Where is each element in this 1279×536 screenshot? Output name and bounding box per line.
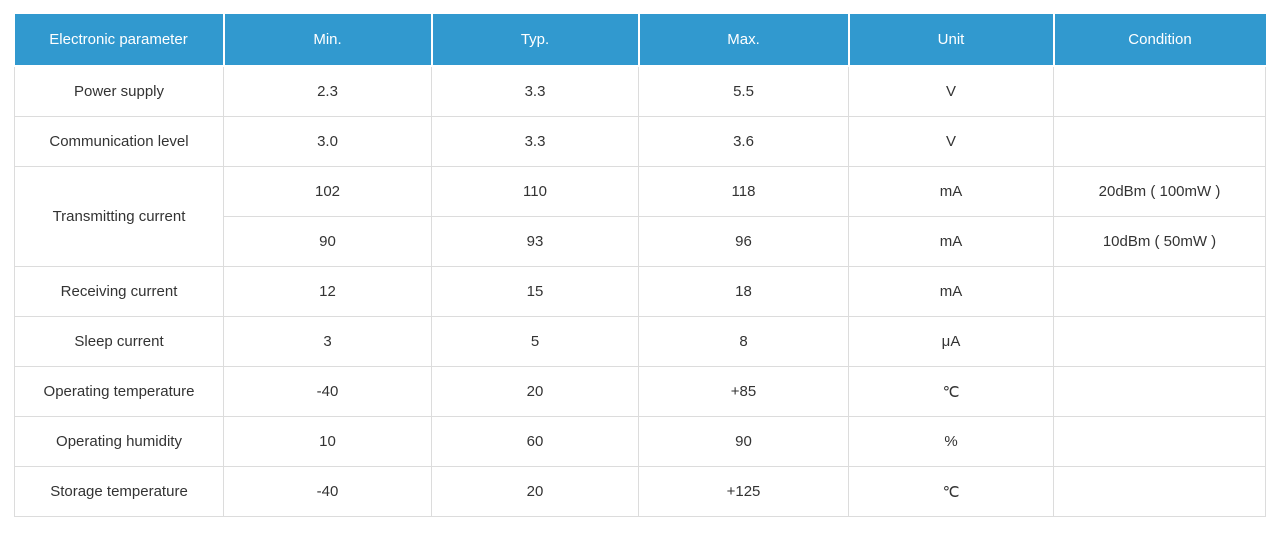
table-row: Operating humidity 10 60 90 % bbox=[14, 416, 1266, 467]
cell-max: +85 bbox=[638, 366, 849, 417]
cell-max: 118 bbox=[638, 166, 849, 217]
cell-typ: 93 bbox=[431, 216, 639, 267]
cell-min: 3.0 bbox=[223, 116, 432, 167]
cell-unit: V bbox=[848, 116, 1054, 167]
cell-typ: 110 bbox=[431, 166, 639, 217]
cell-max: 5.5 bbox=[638, 65, 849, 117]
cell-parameter: Storage temperature bbox=[14, 466, 224, 517]
cell-max: 18 bbox=[638, 266, 849, 317]
cell-condition: 10dBm ( 50mW ) bbox=[1053, 216, 1266, 267]
cell-unit: % bbox=[848, 416, 1054, 467]
cell-min: 2.3 bbox=[223, 65, 432, 117]
column-header-min: Min. bbox=[223, 14, 433, 67]
cell-max: 3.6 bbox=[638, 116, 849, 167]
cell-unit: μA bbox=[848, 316, 1054, 367]
column-header-max: Max. bbox=[638, 14, 850, 67]
cell-max: 90 bbox=[638, 416, 849, 467]
cell-parameter: Transmitting current bbox=[14, 166, 224, 267]
table-row: Power supply 2.3 3.3 5.5 V bbox=[14, 65, 1266, 117]
table-container: Electronic parameter Min. Typ. Max. Unit… bbox=[14, 14, 1266, 517]
cell-condition bbox=[1053, 416, 1266, 467]
cell-max: 96 bbox=[638, 216, 849, 267]
cell-unit: ℃ bbox=[848, 366, 1054, 417]
table-header-row: Electronic parameter Min. Typ. Max. Unit… bbox=[14, 14, 1266, 67]
cell-typ: 3.3 bbox=[431, 116, 639, 167]
cell-condition bbox=[1053, 116, 1266, 167]
cell-unit: ℃ bbox=[848, 466, 1054, 517]
cell-unit: V bbox=[848, 65, 1054, 117]
table-row: Transmitting current 102 110 118 mA 20dB… bbox=[14, 166, 1266, 267]
cell-min: -40 bbox=[223, 466, 432, 517]
column-header-condition: Condition bbox=[1053, 14, 1266, 67]
cell-min: 90 bbox=[223, 216, 432, 267]
cell-typ: 20 bbox=[431, 466, 639, 517]
cell-parameter: Power supply bbox=[14, 65, 224, 117]
cell-min: 3 bbox=[223, 316, 432, 367]
cell-max: 8 bbox=[638, 316, 849, 367]
cell-typ: 15 bbox=[431, 266, 639, 317]
cell-min: -40 bbox=[223, 366, 432, 417]
cell-typ: 3.3 bbox=[431, 65, 639, 117]
table-row: Storage temperature -40 20 +125 ℃ bbox=[14, 466, 1266, 517]
table-row: Sleep current 3 5 8 μA bbox=[14, 316, 1266, 367]
table-row: Operating temperature -40 20 +85 ℃ bbox=[14, 366, 1266, 417]
cell-min: 10 bbox=[223, 416, 432, 467]
cell-parameter: Receiving current bbox=[14, 266, 224, 317]
table-row: 90 93 96 mA 10dBm ( 50mW ) bbox=[15, 216, 1266, 267]
column-header-parameter: Electronic parameter bbox=[14, 14, 225, 67]
cell-typ: 20 bbox=[431, 366, 639, 417]
cell-unit: mA bbox=[848, 266, 1054, 317]
cell-parameter: Operating temperature bbox=[14, 366, 224, 417]
cell-parameter: Operating humidity bbox=[14, 416, 224, 467]
cell-condition bbox=[1053, 266, 1266, 317]
table-row: Receiving current 12 15 18 mA bbox=[14, 266, 1266, 317]
column-header-typ: Typ. bbox=[431, 14, 640, 67]
cell-parameter: Sleep current bbox=[14, 316, 224, 367]
cell-condition bbox=[1053, 316, 1266, 367]
cell-typ: 5 bbox=[431, 316, 639, 367]
cell-condition: 20dBm ( 100mW ) bbox=[1053, 166, 1266, 217]
column-header-unit: Unit bbox=[848, 14, 1055, 67]
cell-unit: mA bbox=[848, 216, 1054, 267]
table-row: Communication level 3.0 3.3 3.6 V bbox=[14, 116, 1266, 167]
cell-condition bbox=[1053, 466, 1266, 517]
cell-condition bbox=[1053, 366, 1266, 417]
cell-condition bbox=[1053, 65, 1266, 117]
cell-min: 102 bbox=[223, 166, 432, 217]
electronic-parameters-table: Electronic parameter Min. Typ. Max. Unit… bbox=[14, 14, 1266, 517]
cell-typ: 60 bbox=[431, 416, 639, 467]
cell-min: 12 bbox=[223, 266, 432, 317]
cell-unit: mA bbox=[848, 166, 1054, 217]
cell-max: +125 bbox=[638, 466, 849, 517]
cell-parameter: Communication level bbox=[14, 116, 224, 167]
